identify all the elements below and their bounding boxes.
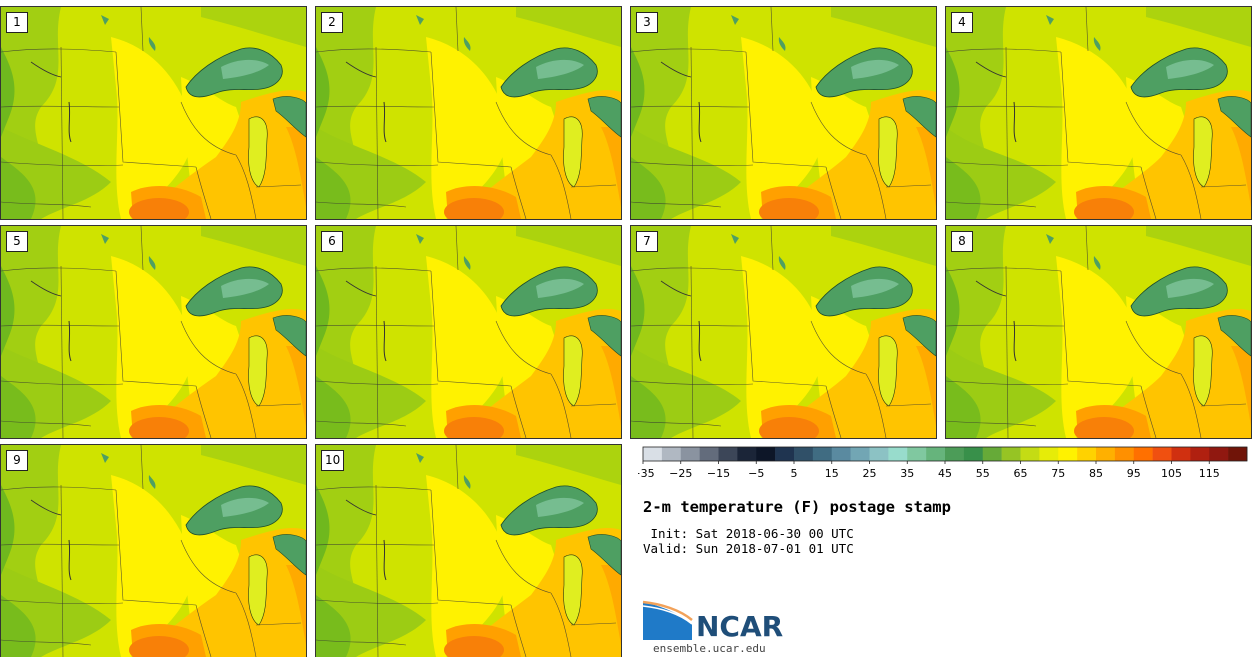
member-number: 1 [6,12,28,33]
temperature-map [946,226,1251,438]
colorbar-swatch [699,447,719,461]
temperature-map [1,7,306,219]
member-number: 9 [6,450,28,471]
colorbar-tick-label: 45 [938,467,952,480]
colorbar-swatch [869,447,889,461]
colorbar-tick-label: 25 [863,467,877,480]
member-panel[interactable]: 4 [945,6,1252,220]
product-title: 2-m temperature (F) postage stamp [643,498,951,516]
temperature-map [1,445,306,657]
colorbar-swatch [1001,447,1021,461]
temperature-map [1,226,306,438]
member-panel[interactable]: 1 [0,6,307,220]
temperature-map [316,445,621,657]
member-panel[interactable]: 2 [315,6,622,220]
colorbar-swatch [945,447,965,461]
colorbar-swatch [737,447,757,461]
colorbar-swatch [982,447,1002,461]
colorbar-tick-label: 15 [825,467,839,480]
temperature-map [631,7,936,219]
temperature-map [631,226,936,438]
member-panel[interactable]: 6 [315,225,622,439]
member-number: 10 [321,450,345,471]
member-number: 5 [6,231,28,252]
colorbar-tick-label: 105 [1161,467,1182,480]
member-number: 2 [321,12,343,33]
colorbar-swatch [756,447,776,461]
colorbar-tick-label: −25 [669,467,692,480]
colorbar-swatch [1152,447,1172,461]
member-number: 8 [951,231,973,252]
colorbar-swatch [831,447,851,461]
colorbar-swatch [794,447,814,461]
valid-time: Valid: Sun 2018-07-01 01 UTC [643,541,854,556]
colorbar-tick-label: 95 [1127,467,1141,480]
temperature-map [946,7,1251,219]
colorbar-swatch [963,447,984,461]
colorbar-swatch [888,447,908,461]
colorbar-tick-label: 5 [791,467,798,480]
colorbar-tick-label: 65 [1014,467,1028,480]
colorbar-swatch [1077,447,1097,461]
ncar-logo-icon[interactable] [642,600,802,645]
colorbar-swatch [1209,447,1229,461]
init-time: Init: Sat 2018-06-30 00 UTC [643,526,854,541]
temperature-colorbar: −35 −25 −15 −5 5 15 25 35 45 55 65 75 85 95 105 115 [638,446,1248,480]
colorbar-swatch [643,447,663,461]
member-panel[interactable]: 5 [0,225,307,439]
colorbar-swatch [1133,447,1153,461]
member-panel[interactable]: 10 [315,444,622,657]
member-number: 3 [636,12,658,33]
member-number: 6 [321,231,343,252]
colorbar-swatch [850,447,870,461]
member-panel[interactable]: 8 [945,225,1252,439]
colorbar-tick-label: −5 [748,467,764,480]
colorbar-swatch [680,447,700,461]
colorbar-swatch [1020,447,1040,461]
colorbar-tick-label: 115 [1199,467,1220,480]
colorbar-tick-label: 85 [1089,467,1103,480]
colorbar-swatch [1114,447,1135,461]
member-panel[interactable]: 7 [630,225,937,439]
colorbar-tick-label: −35 [638,467,655,480]
colorbar-swatch [718,447,738,461]
colorbar-swatch [1039,447,1059,461]
colorbar-swatch [661,447,682,461]
colorbar-swatch [1096,447,1116,461]
temperature-map [316,7,621,219]
colorbar-swatch [926,447,946,461]
colorbar-swatch [1171,447,1191,461]
member-number: 7 [636,231,658,252]
colorbar-swatch [907,447,927,461]
colorbar-tick-label: −15 [707,467,730,480]
colorbar-tick-label: 55 [976,467,990,480]
member-panel[interactable]: 9 [0,444,307,657]
temperature-map [316,226,621,438]
ncar-logo-text: NCAR [696,610,784,643]
website-link[interactable]: ensemble.ucar.edu [653,642,766,655]
colorbar-swatch [775,447,795,461]
member-number: 4 [951,12,973,33]
colorbar-tick-label: 35 [900,467,914,480]
colorbar-tick-label: 75 [1051,467,1065,480]
colorbar-swatch [1190,447,1210,461]
member-panel[interactable]: 3 [630,6,937,220]
colorbar-swatch [1228,447,1248,461]
colorbar-swatch [1058,447,1078,461]
colorbar-swatch [812,447,833,461]
